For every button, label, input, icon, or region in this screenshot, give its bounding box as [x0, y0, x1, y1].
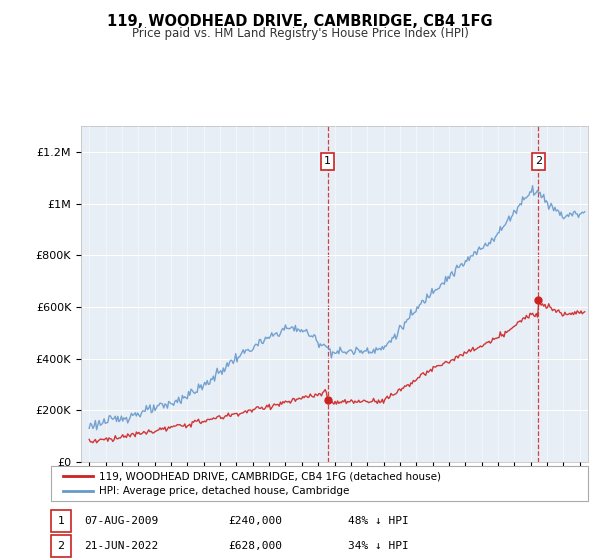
Text: £628,000: £628,000	[228, 541, 282, 551]
Text: 07-AUG-2009: 07-AUG-2009	[84, 516, 158, 526]
Text: Price paid vs. HM Land Registry's House Price Index (HPI): Price paid vs. HM Land Registry's House …	[131, 27, 469, 40]
Text: 48% ↓ HPI: 48% ↓ HPI	[348, 516, 409, 526]
Text: 1: 1	[58, 516, 64, 526]
Text: HPI: Average price, detached house, Cambridge: HPI: Average price, detached house, Camb…	[99, 487, 349, 497]
Text: 119, WOODHEAD DRIVE, CAMBRIDGE, CB4 1FG (detached house): 119, WOODHEAD DRIVE, CAMBRIDGE, CB4 1FG …	[99, 471, 441, 481]
Text: 1: 1	[324, 156, 331, 166]
Text: 2: 2	[58, 541, 64, 551]
Text: £240,000: £240,000	[228, 516, 282, 526]
Text: 119, WOODHEAD DRIVE, CAMBRIDGE, CB4 1FG: 119, WOODHEAD DRIVE, CAMBRIDGE, CB4 1FG	[107, 14, 493, 29]
Text: 34% ↓ HPI: 34% ↓ HPI	[348, 541, 409, 551]
Text: 2: 2	[535, 156, 542, 166]
Text: 21-JUN-2022: 21-JUN-2022	[84, 541, 158, 551]
